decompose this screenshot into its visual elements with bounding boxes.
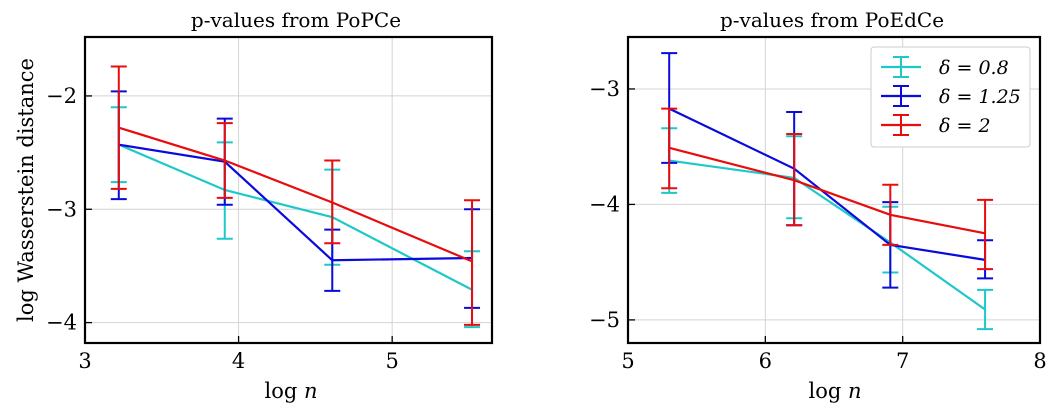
series-line xyxy=(118,143,473,291)
x-tick-label: 3 xyxy=(78,349,91,373)
x-axis-label: log n xyxy=(808,379,861,403)
y-tick-label: −3 xyxy=(46,197,77,221)
y-tick-label: −4 xyxy=(589,192,620,216)
y-tick-label: −5 xyxy=(589,308,620,332)
legend-item: δ = 0.8 xyxy=(881,56,1009,79)
y-tick-label: −2 xyxy=(46,84,77,108)
x-tick-label: 7 xyxy=(896,349,909,373)
chart-panel-popce: p-values from PoPCe log Wasserstein dist… xyxy=(14,8,494,403)
legend-item: δ = 1.25 xyxy=(881,85,1021,108)
error-bar xyxy=(216,122,233,199)
chart-title: p-values from PoEdCe xyxy=(720,8,944,32)
x-tick-label: 8 xyxy=(1033,349,1046,373)
plot-frame xyxy=(83,35,494,345)
series-line xyxy=(668,107,986,261)
legend-box xyxy=(870,46,1031,148)
y-axis-label: log Wasserstein distance xyxy=(14,58,38,322)
legend-label: δ = 2 xyxy=(939,115,991,137)
chart-panel-poedce: p-values from PoEdCe log n 5 6 7 8 −5 −4 −3 δ =… xyxy=(589,8,1047,403)
error-bar xyxy=(661,107,678,190)
error-bar xyxy=(324,159,341,245)
x-tick-label: 5 xyxy=(385,349,398,373)
error-bar xyxy=(110,65,127,190)
error-bar xyxy=(786,132,803,227)
x-tick-label: 5 xyxy=(621,349,634,373)
x-tick-label: 6 xyxy=(759,349,772,373)
y-tick-label: −4 xyxy=(46,311,77,335)
series-line xyxy=(669,159,986,311)
error-bar xyxy=(977,198,994,271)
chart-title: p-values from PoPCe xyxy=(191,8,401,32)
plot-frame xyxy=(626,35,1042,345)
x-tick-label: 4 xyxy=(232,349,245,373)
y-tick-label: −3 xyxy=(589,77,620,101)
legend-label: δ = 0.8 xyxy=(939,57,1009,79)
series-line xyxy=(118,143,473,262)
legend: δ = 0.8 δ = 1.25 δ = 2 xyxy=(870,46,1031,148)
legend-label: δ = 1.25 xyxy=(939,86,1021,108)
series-line xyxy=(668,146,986,235)
legend-item: δ = 2 xyxy=(881,114,991,137)
error-bar xyxy=(464,199,481,326)
error-bar xyxy=(977,288,994,331)
x-axis-label: log n xyxy=(264,379,317,403)
series-line xyxy=(118,126,473,263)
error-bar xyxy=(882,183,899,246)
